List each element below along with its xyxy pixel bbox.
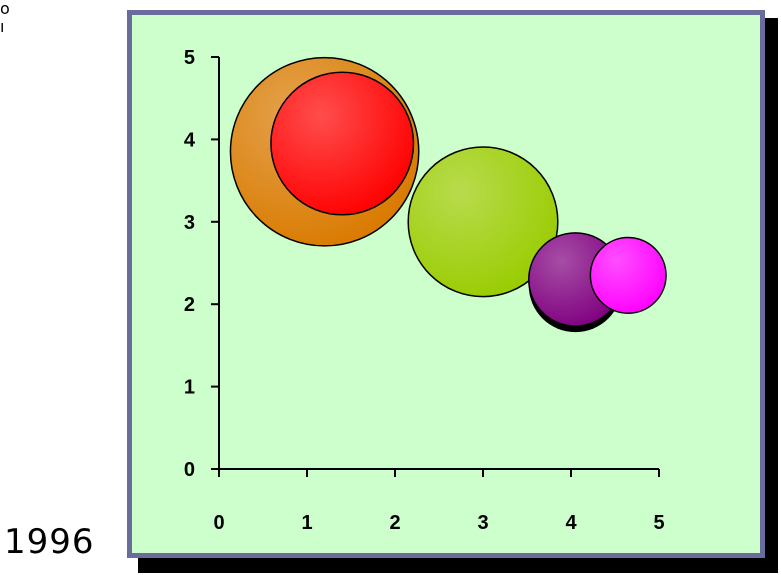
year-label: 1996 bbox=[4, 522, 95, 562]
x-tick-label: 2 bbox=[389, 512, 400, 534]
axes: 0 1 2 3 4 5 0 1 2 3 4 5 bbox=[184, 47, 665, 534]
y-tick-label: 4 bbox=[184, 129, 196, 151]
y-tick-label: 2 bbox=[184, 294, 195, 316]
x-tick-label: 3 bbox=[477, 512, 488, 534]
bubble-2 bbox=[270, 71, 415, 216]
x-tick-label: 5 bbox=[653, 512, 664, 534]
x-tick-label: 4 bbox=[565, 512, 577, 534]
bubble-layer bbox=[229, 56, 667, 333]
y-tick-label: 3 bbox=[184, 212, 195, 234]
bubble-5 bbox=[589, 236, 667, 314]
corner-text: o ı bbox=[0, 0, 10, 36]
y-tick-label: 0 bbox=[184, 459, 195, 481]
x-tick-label: 0 bbox=[213, 512, 224, 534]
bubble-3 bbox=[407, 146, 559, 298]
y-tick-label: 5 bbox=[184, 47, 195, 69]
y-tick-label: 1 bbox=[184, 377, 195, 399]
x-tick-label: 1 bbox=[301, 512, 312, 534]
